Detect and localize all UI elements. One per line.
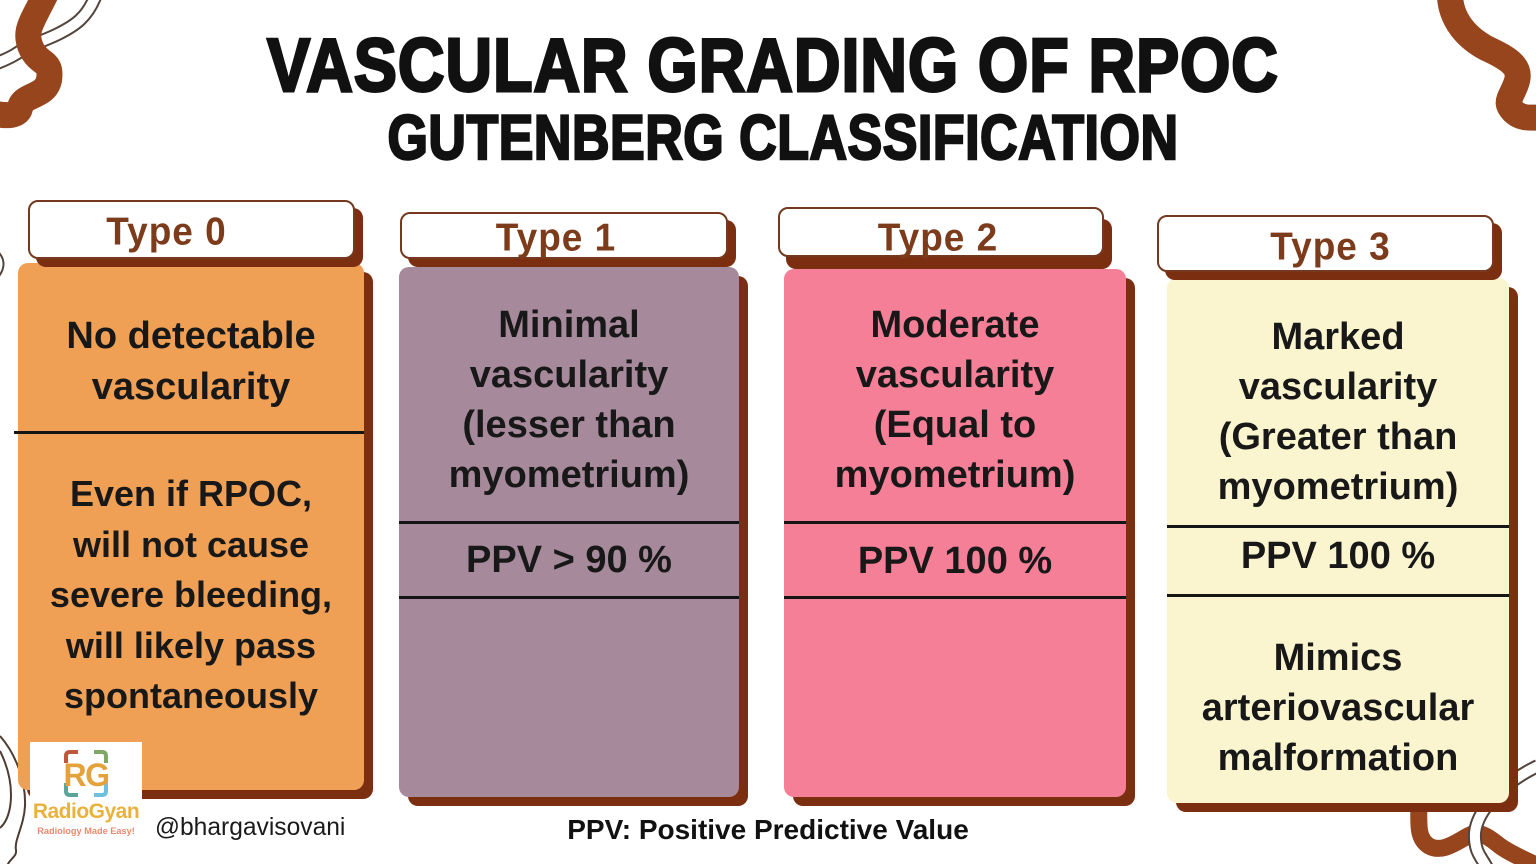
svg-text:RG: RG <box>64 757 108 793</box>
